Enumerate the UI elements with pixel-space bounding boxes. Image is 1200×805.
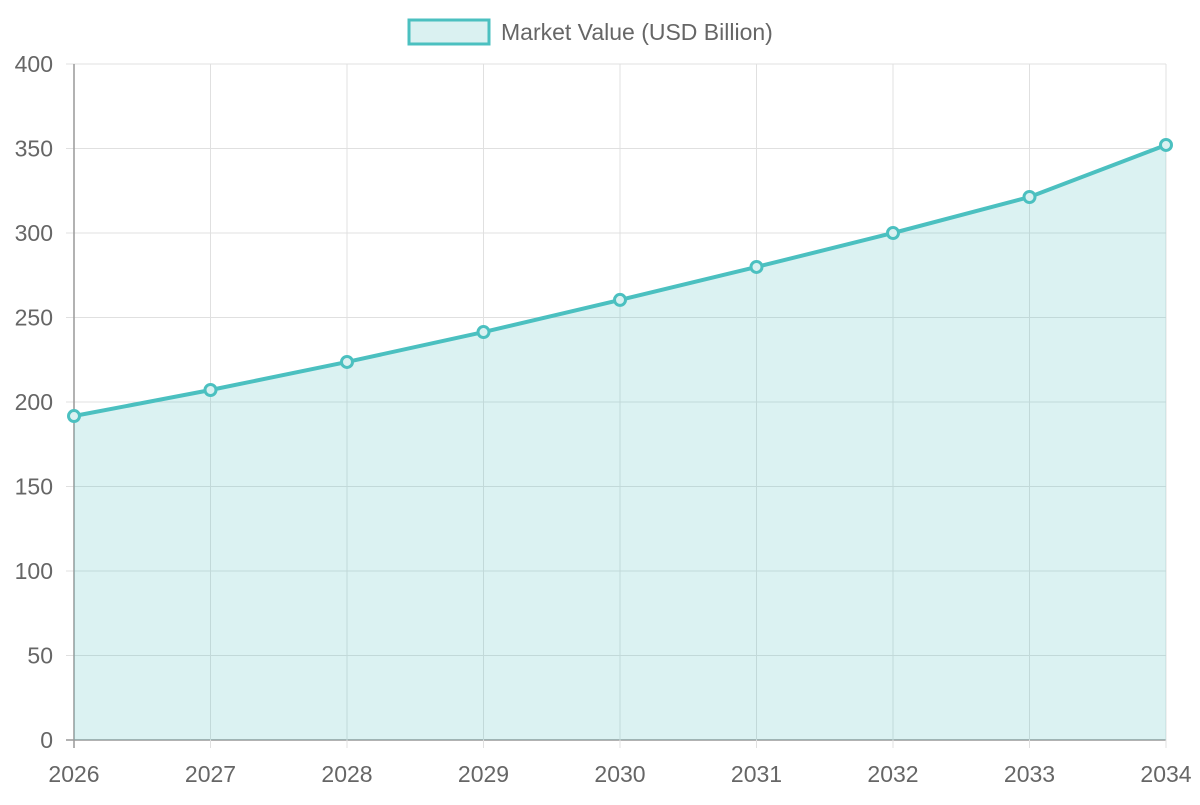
data-points (67, 137, 1173, 424)
x-tick-label: 2031 (731, 761, 782, 787)
data-point (1159, 137, 1173, 152)
x-tick-label: 2032 (867, 761, 918, 787)
x-tick-label: 2034 (1140, 761, 1191, 787)
y-axis: 0 50 100 150 200 250 300 350 400 (15, 51, 53, 753)
data-point (886, 226, 900, 240)
x-axis: 2026 2027 2028 2029 2030 2031 2032 2033 2034 (48, 761, 1191, 787)
data-point (340, 354, 354, 369)
y-tick-label: 250 (15, 305, 53, 331)
y-tick-label: 350 (15, 136, 53, 162)
y-tick-label: 300 (15, 220, 53, 246)
y-tick-label: 200 (15, 389, 53, 415)
x-tick-label: 2030 (594, 761, 645, 787)
grid (66, 63, 1167, 748)
x-tick-label: 2028 (321, 761, 372, 787)
x-tick-label: 2026 (48, 761, 99, 787)
data-point (749, 259, 764, 274)
legend-swatch (407, 18, 491, 46)
y-tick-label: 100 (15, 558, 53, 584)
x-tick-label: 2027 (185, 761, 236, 787)
y-tick-label: 0 (40, 727, 53, 753)
x-tick-label: 2033 (1004, 761, 1055, 787)
legend-label: Market Value (USD Billion) (501, 19, 773, 45)
x-tick-label: 2029 (458, 761, 509, 787)
data-point (1022, 190, 1037, 205)
y-tick-label: 400 (15, 51, 53, 77)
data-point (476, 325, 491, 340)
data-point (203, 383, 218, 398)
legend[interactable]: Market Value (USD Billion) (407, 18, 773, 46)
data-point (67, 409, 81, 424)
y-tick-label: 150 (15, 474, 53, 500)
area-fill (74, 144, 1166, 741)
y-tick-label: 50 (27, 643, 53, 669)
data-point (613, 292, 627, 307)
